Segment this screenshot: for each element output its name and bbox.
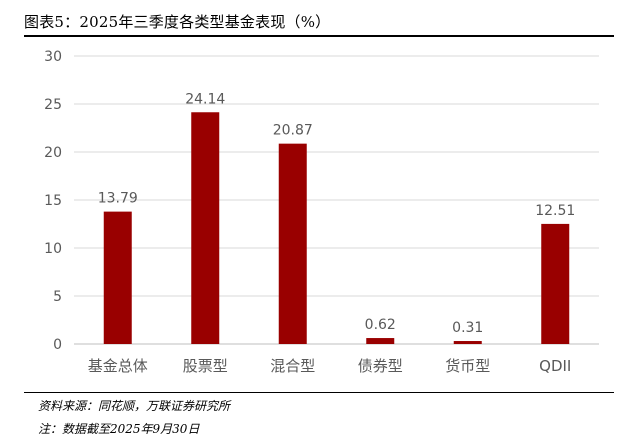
bar — [453, 341, 482, 344]
data-label: 24.14 — [185, 91, 225, 107]
title-rule — [24, 35, 614, 37]
figure-title: 图表5：2025年三季度各类型基金表现（%） — [24, 13, 331, 31]
y-tick-label: 15 — [44, 193, 62, 209]
x-tick-label: 基金总体 — [88, 357, 148, 375]
y-tick-label: 30 — [44, 49, 62, 65]
y-tick-label: 0 — [53, 337, 62, 353]
x-tick-label: QDII — [539, 357, 571, 375]
x-tick-label: 股票型 — [183, 357, 228, 375]
x-tick-label: 货币型 — [445, 357, 490, 375]
data-label: 20.87 — [273, 123, 313, 139]
y-tick-label: 5 — [53, 289, 62, 305]
bar — [541, 223, 570, 344]
bar — [278, 143, 307, 344]
bar — [103, 211, 132, 344]
data-label: 12.51 — [535, 203, 575, 219]
footer-rule — [24, 392, 614, 393]
bar — [366, 338, 395, 344]
data-label: 0.31 — [452, 320, 483, 336]
x-tick-label: 混合型 — [270, 357, 315, 375]
bar — [191, 112, 220, 344]
date-note: 注：数据截至2025年9月30日 — [38, 422, 200, 436]
y-tick-label: 20 — [44, 145, 62, 161]
chart-area: 0 5 10 15 20 25 30 13.79 基金总体 24.14 股票型 20.87 混合型 0.6… — [24, 36, 614, 390]
y-tick-label: 25 — [44, 97, 62, 113]
data-label: 13.79 — [98, 191, 138, 207]
bar-chart: 0 5 10 15 20 25 30 13.79 基金总体 24.14 股票型 20.87 混合型 0.6… — [44, 49, 599, 375]
y-tick-label: 10 — [44, 241, 62, 257]
source-note: 资料来源：同花顺，万联证券研究所 — [38, 399, 231, 413]
figure-title-bar: 图表5：2025年三季度各类型基金表现（%） — [24, 8, 614, 34]
data-label: 0.62 — [365, 317, 396, 333]
x-tick-label: 债券型 — [358, 357, 403, 375]
